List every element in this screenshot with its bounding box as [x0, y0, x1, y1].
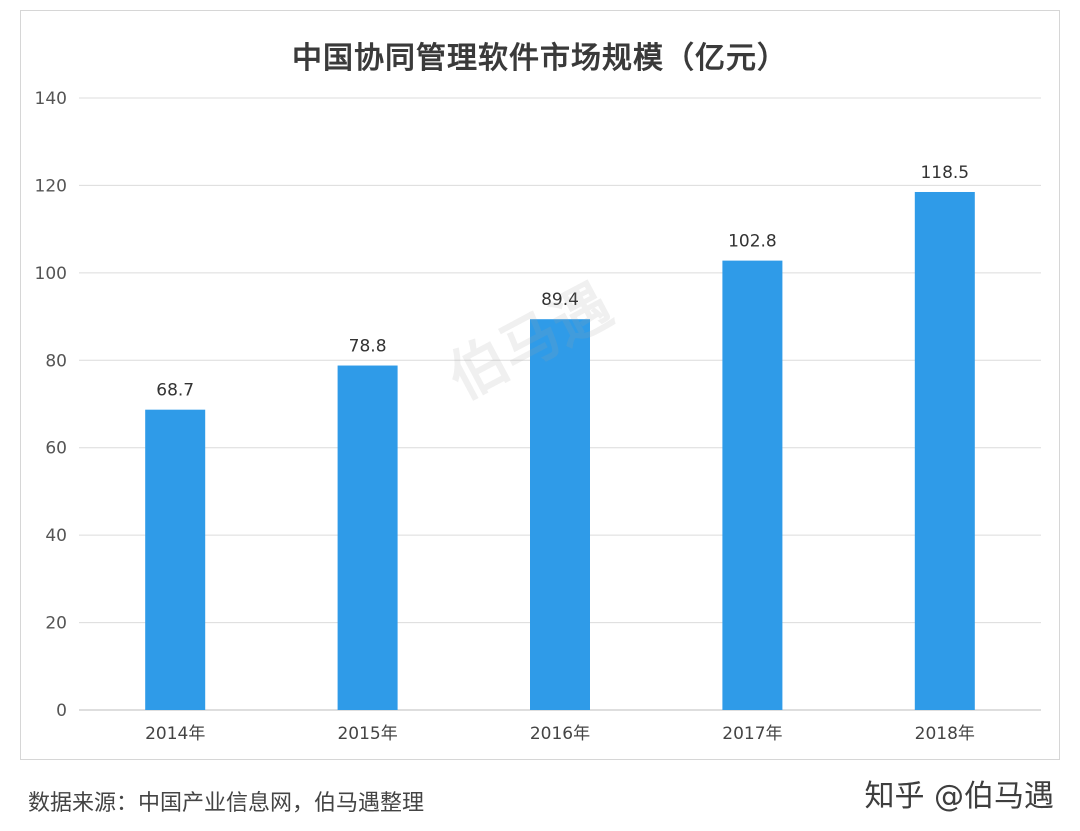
x-tick-label: 2017年 [722, 724, 782, 744]
bar [914, 191, 975, 710]
x-tick-label: 2014年 [145, 724, 205, 744]
bar [337, 365, 398, 710]
chart-title: 中国协同管理软件市场规模（亿元） [292, 41, 788, 76]
data-label: 78.8 [349, 337, 387, 357]
data-label: 68.7 [156, 381, 194, 401]
y-tick-label: 60 [45, 439, 67, 459]
y-tick-label: 40 [45, 526, 67, 546]
data-label: 102.8 [728, 232, 777, 252]
data-source-note: 数据来源：中国产业信息网，伯马遇整理 [28, 791, 425, 816]
bar [145, 409, 206, 710]
x-tick-label: 2018年 [915, 724, 975, 744]
data-label: 89.4 [541, 290, 579, 310]
y-tick-label: 0 [56, 701, 67, 721]
y-tick-label: 120 [35, 176, 67, 196]
zhihu-brand-mark: 知乎 @伯马遇 [864, 779, 1054, 814]
y-tick-label: 20 [45, 614, 67, 634]
bar [722, 260, 783, 710]
y-tick-label: 80 [45, 351, 67, 371]
y-tick-label: 100 [35, 264, 67, 284]
data-label: 118.5 [920, 163, 969, 183]
bar-chart: 0 20 40 60 80 100 120 140 68.7 2014年 78.8 2015年 89.4… [35, 89, 1041, 744]
bar [530, 319, 590, 710]
x-tick-label: 2015年 [337, 724, 397, 744]
y-tick-label: 140 [35, 89, 67, 109]
x-tick-label: 2016年 [530, 724, 590, 744]
chart-frame: 0 20 40 60 80 100 120 140 68.7 2014年 78.8 2015年 89.4… [20, 10, 1060, 760]
